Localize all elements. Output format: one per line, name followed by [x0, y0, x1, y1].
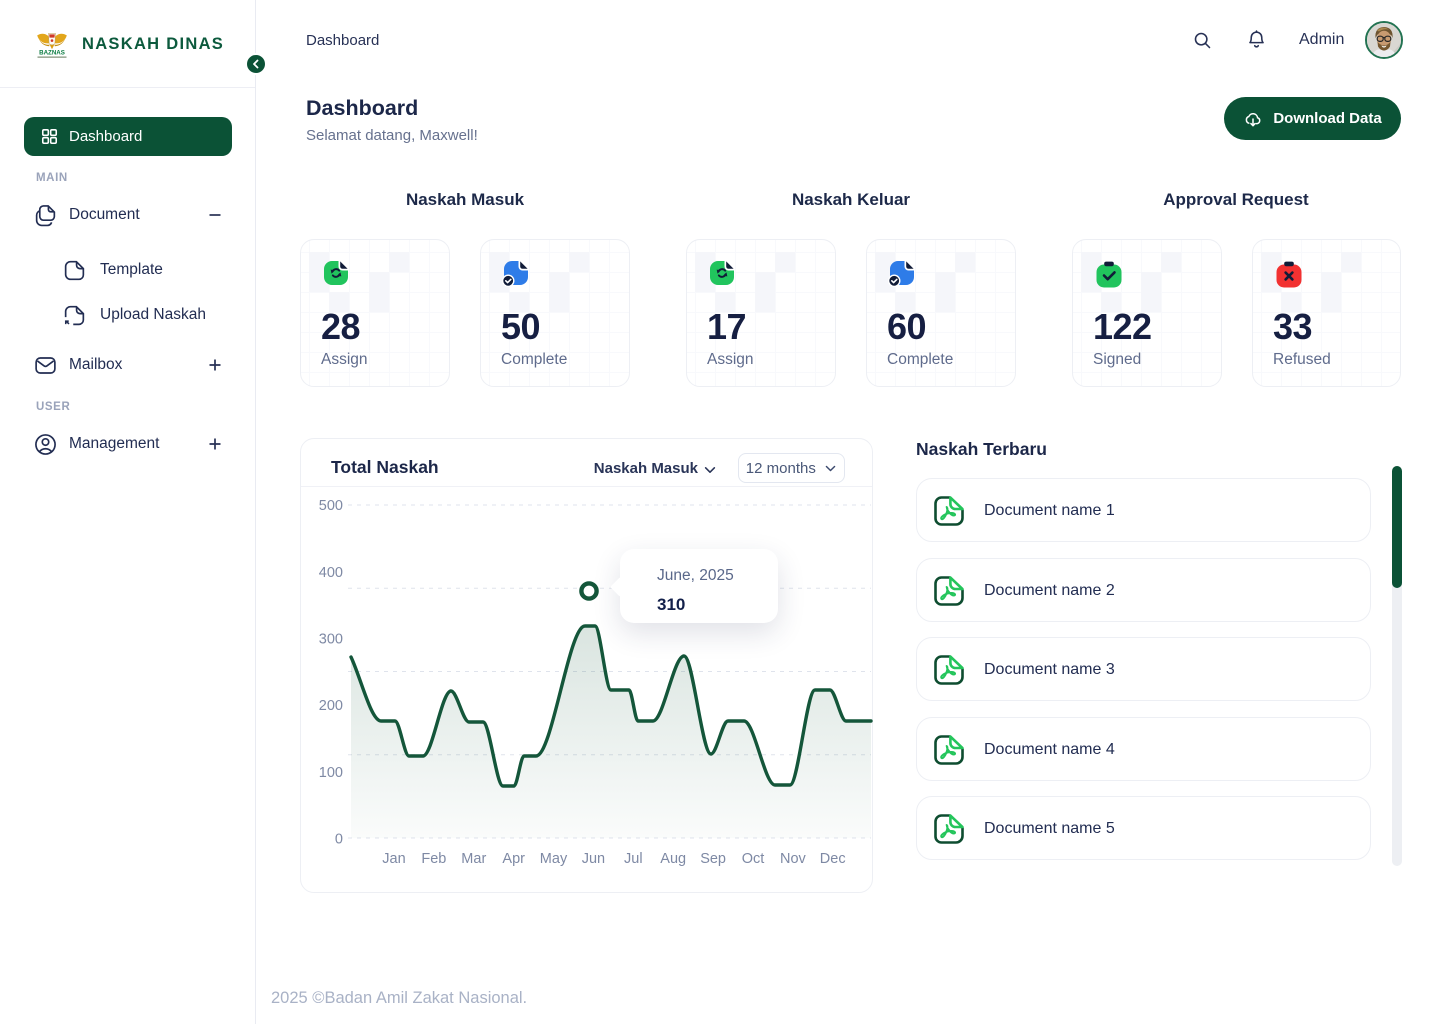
svg-text:Aug: Aug [660, 851, 686, 867]
svg-text:400: 400 [319, 565, 343, 581]
svg-text:Mar: Mar [461, 851, 486, 867]
svg-text:Oct: Oct [742, 851, 765, 867]
svg-text:Jan: Jan [382, 851, 405, 867]
svg-text:100: 100 [319, 765, 343, 781]
svg-text:500: 500 [319, 498, 343, 514]
svg-text:Jul: Jul [624, 851, 643, 867]
svg-text:0: 0 [335, 832, 343, 848]
svg-text:Feb: Feb [421, 851, 446, 867]
svg-text:Dec: Dec [820, 851, 846, 867]
svg-text:300: 300 [319, 632, 343, 648]
svg-text:May: May [540, 851, 568, 867]
svg-text:BAZNAS: BAZNAS [39, 49, 65, 56]
svg-text:Apr: Apr [502, 851, 525, 867]
svg-text:Sep: Sep [700, 851, 726, 867]
svg-text:Jun: Jun [582, 851, 605, 867]
svg-text:200: 200 [319, 698, 343, 714]
svg-text:Nov: Nov [780, 851, 807, 867]
